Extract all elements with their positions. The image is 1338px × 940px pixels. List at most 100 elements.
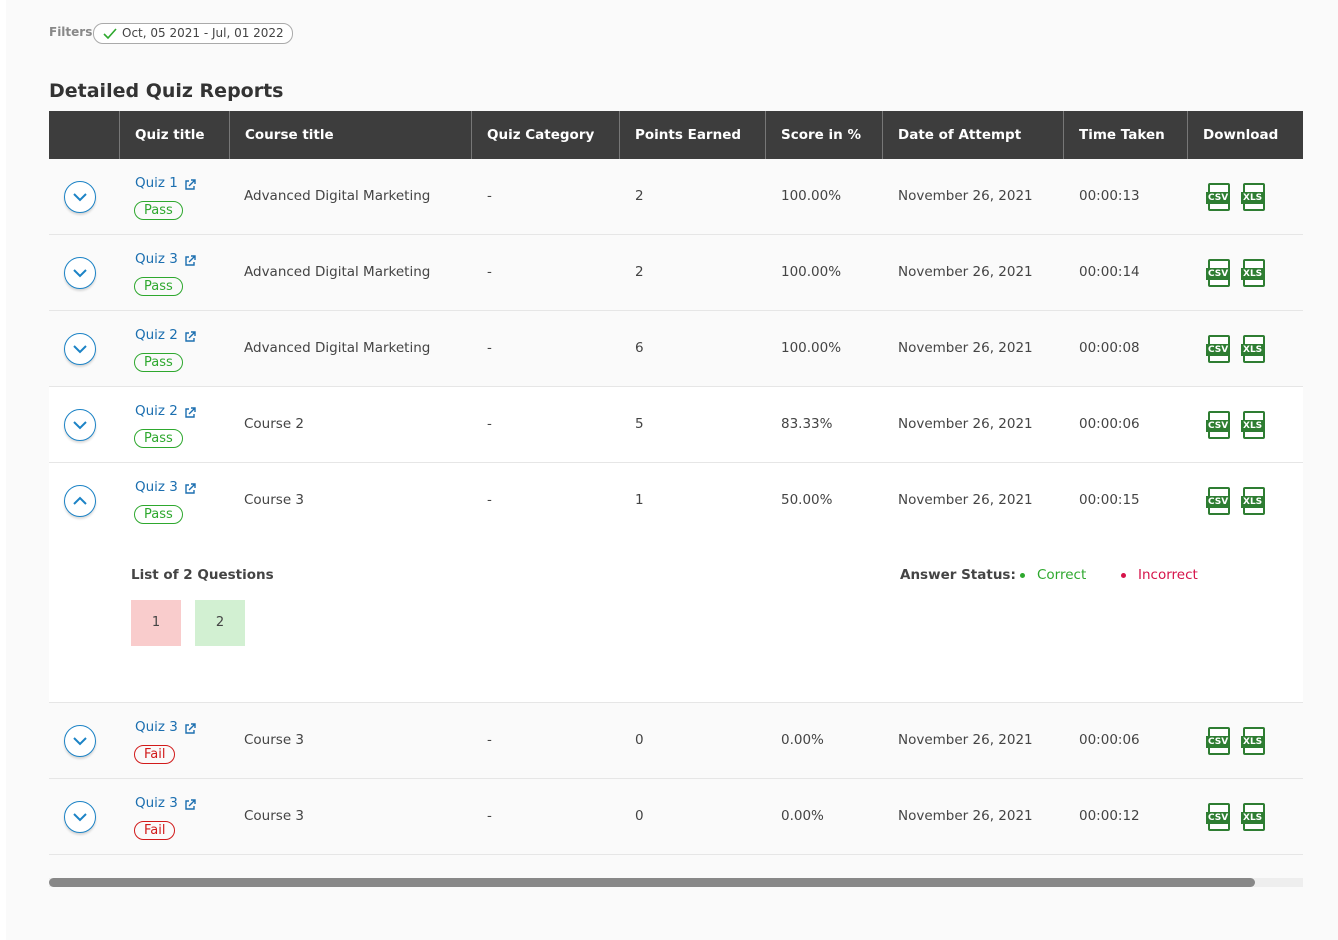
quiz-link[interactable]: Quiz 3	[135, 795, 178, 811]
expand-toggle[interactable]	[64, 257, 96, 289]
cell-date: November 26, 2021	[898, 808, 1033, 824]
expand-toggle[interactable]	[64, 181, 96, 213]
expand-toggle[interactable]	[64, 485, 96, 517]
download-label: XLS	[1241, 192, 1265, 204]
cell-category: -	[487, 188, 492, 204]
question-box[interactable]: 1	[131, 600, 181, 646]
external-link-icon[interactable]	[184, 328, 196, 347]
cell-score: 100.00%	[781, 188, 842, 204]
cell-course: Course 3	[244, 808, 305, 824]
table-row	[49, 779, 1303, 855]
status-badge: Pass	[134, 505, 183, 524]
download-label: XLS	[1241, 268, 1265, 280]
chevron	[73, 737, 87, 746]
download-label: XLS	[1241, 736, 1265, 748]
cell-points: 0	[635, 732, 644, 748]
legend-dot	[1020, 573, 1025, 578]
download-csv[interactable]: CSV	[1206, 335, 1231, 363]
download-xls[interactable]: XLS	[1241, 259, 1265, 287]
filters-label: Filters	[49, 25, 93, 39]
expand-toggle[interactable]	[64, 409, 96, 441]
external-link-icon[interactable]	[184, 252, 196, 271]
chevron	[73, 269, 87, 278]
cell-course: Course 3	[244, 492, 305, 508]
cell-points: 2	[635, 264, 644, 280]
external-link-icon[interactable]	[184, 480, 196, 499]
table-row	[49, 463, 1303, 703]
status-badge: Pass	[134, 353, 183, 372]
cell-points: 1	[635, 492, 644, 508]
download-xls[interactable]: XLS	[1241, 411, 1265, 439]
cell-points: 2	[635, 188, 644, 204]
cell-course: Advanced Digital Marketing	[244, 188, 431, 204]
answer-status-label: Answer Status:	[900, 567, 1016, 583]
cell-score: 50.00%	[781, 492, 833, 508]
scrollbar-thumb[interactable]	[49, 878, 1255, 887]
expand-toggle[interactable]	[64, 725, 96, 757]
table-row	[49, 159, 1303, 235]
filter-chip[interactable]: Oct, 05 2021 - Jul, 01 2022	[93, 23, 293, 44]
status-badge: Fail	[134, 821, 176, 840]
download-xls[interactable]: XLS	[1241, 335, 1265, 363]
download-label: CSV	[1206, 192, 1231, 204]
cell-date: November 26, 2021	[898, 416, 1033, 432]
quiz-link[interactable]: Quiz 1	[135, 175, 178, 191]
download-csv[interactable]: CSV	[1206, 411, 1231, 439]
download-xls[interactable]: XLS	[1241, 183, 1265, 211]
download-csv[interactable]: CSV	[1206, 259, 1231, 287]
cell-course: Course 3	[244, 732, 305, 748]
external-link-icon[interactable]	[184, 404, 196, 423]
status-badge: Pass	[134, 277, 183, 296]
external-link-icon[interactable]	[184, 796, 196, 815]
header-cell: Points Earned	[619, 111, 765, 159]
cell-course: Advanced Digital Marketing	[244, 340, 431, 356]
status-badge: Pass	[134, 201, 183, 220]
cell-date: November 26, 2021	[898, 732, 1033, 748]
external-link-icon[interactable]	[184, 176, 196, 195]
expand-toggle[interactable]	[64, 333, 96, 365]
download-label: CSV	[1206, 344, 1231, 356]
download-csv[interactable]: CSV	[1206, 487, 1231, 515]
legend-text: Correct	[1037, 567, 1087, 583]
legend-dot	[1121, 573, 1126, 578]
cell-time: 00:00:13	[1079, 188, 1140, 204]
download-csv[interactable]: CSV	[1206, 727, 1231, 755]
external-link-icon[interactable]	[184, 720, 196, 739]
download-label: CSV	[1206, 736, 1231, 748]
header-cell: Course title	[229, 111, 471, 159]
question-box[interactable]: 2	[195, 600, 245, 646]
download-label: XLS	[1241, 812, 1265, 824]
cell-date: November 26, 2021	[898, 188, 1033, 204]
table-row	[49, 703, 1303, 779]
quiz-link[interactable]: Quiz 3	[135, 719, 178, 735]
chevron	[73, 193, 87, 202]
report-title: Detailed Quiz Reports	[49, 80, 284, 102]
quiz-link[interactable]: Quiz 2	[135, 327, 178, 343]
download-xls[interactable]: XLS	[1241, 487, 1265, 515]
download-label: CSV	[1206, 420, 1231, 432]
download-xls[interactable]: XLS	[1241, 727, 1265, 755]
header-cell: Download	[1187, 111, 1303, 159]
expand-toggle[interactable]	[64, 801, 96, 833]
table-header	[49, 111, 1303, 159]
cell-time: 00:00:06	[1079, 732, 1140, 748]
table-row	[49, 235, 1303, 311]
cell-score: 0.00%	[781, 808, 824, 824]
quiz-link[interactable]: Quiz 3	[135, 251, 178, 267]
cell-category: -	[487, 340, 492, 356]
quiz-link[interactable]: Quiz 2	[135, 403, 178, 419]
download-label: CSV	[1206, 496, 1231, 508]
cell-time: 00:00:08	[1079, 340, 1140, 356]
legend-text: Incorrect	[1138, 567, 1198, 583]
header-cell: Score in %	[765, 111, 882, 159]
cell-date: November 26, 2021	[898, 340, 1033, 356]
filter-date: Oct, 05 2021 - Jul, 01 2022	[122, 26, 284, 40]
download-xls[interactable]: XLS	[1241, 803, 1265, 831]
header-cell: Quiz Category	[471, 111, 619, 159]
download-label: XLS	[1241, 496, 1265, 508]
quiz-link[interactable]: Quiz 3	[135, 479, 178, 495]
header-cell: Quiz title	[119, 111, 229, 159]
download-csv[interactable]: CSV	[1206, 183, 1231, 211]
download-csv[interactable]: CSV	[1206, 803, 1231, 831]
chevron	[73, 345, 87, 354]
